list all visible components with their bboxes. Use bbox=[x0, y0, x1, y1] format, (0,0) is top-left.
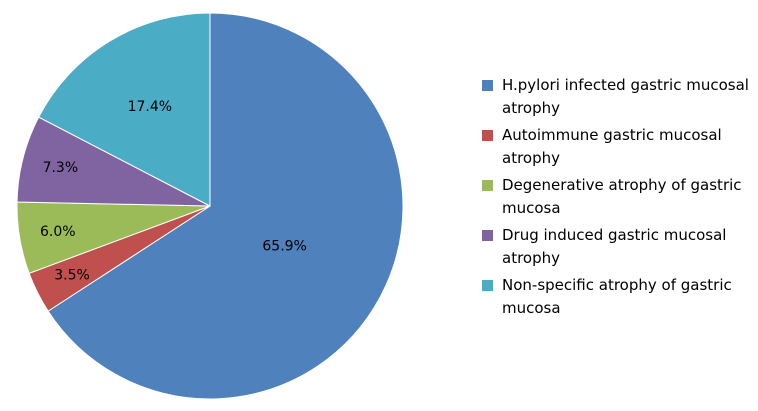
pie-data-label: 65.9% bbox=[262, 239, 306, 255]
pie-slices bbox=[16, 12, 404, 400]
pie-data-labels: 65.9% 3.5% 6.0% 7.3% 17.4% bbox=[40, 99, 307, 283]
legend-item-drug-induced: Drug induced gastric mucosal atrophy bbox=[482, 224, 752, 270]
legend-label: Non-specific atrophy of gastric mucosa bbox=[502, 276, 732, 317]
legend-item-degenerative: Degenerative atrophy of gastric mucosa bbox=[482, 174, 752, 220]
pie-slice bbox=[47, 12, 404, 400]
pie-data-label: 6.0% bbox=[40, 224, 76, 240]
legend-swatch bbox=[482, 230, 493, 241]
pie-data-label: 7.3% bbox=[43, 160, 79, 176]
legend-item-hpylori: H.pylori infected gastric mucosal atroph… bbox=[482, 74, 752, 120]
legend-swatch bbox=[482, 130, 493, 141]
pie-slice bbox=[38, 12, 211, 207]
legend-label: Degenerative atrophy of gastric mucosa bbox=[502, 176, 742, 217]
legend-label: H.pylori infected gastric mucosal atroph… bbox=[502, 76, 749, 117]
legend-item-non-specific: Non-specific atrophy of gastric mucosa bbox=[482, 274, 752, 320]
legend-item-autoimmune: Autoimmune gastric mucosal atrophy bbox=[482, 124, 752, 170]
pie-data-label: 3.5% bbox=[54, 267, 90, 283]
legend-swatch bbox=[482, 180, 493, 191]
chart-legend: H.pylori infected gastric mucosal atroph… bbox=[482, 74, 752, 324]
legend-label: Drug induced gastric mucosal atrophy bbox=[502, 226, 727, 267]
legend-swatch bbox=[482, 280, 493, 291]
pie-data-label: 17.4% bbox=[128, 99, 172, 115]
legend-label: Autoimmune gastric mucosal atrophy bbox=[502, 126, 722, 167]
legend-swatch bbox=[482, 80, 493, 91]
